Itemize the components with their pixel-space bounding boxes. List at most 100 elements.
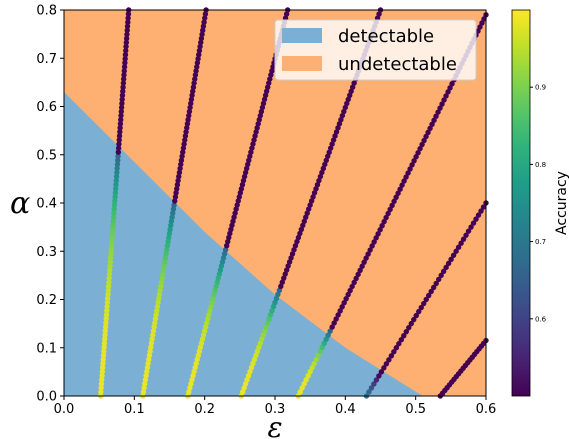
- data-point: [351, 80, 357, 86]
- series-5: [295, 12, 489, 399]
- data-point: [453, 248, 459, 254]
- data-point: [381, 365, 387, 371]
- data-point: [322, 161, 328, 168]
- data-point: [199, 336, 206, 342]
- data-point: [343, 295, 349, 302]
- data-point: [363, 255, 369, 261]
- data-point: [311, 360, 317, 367]
- data-point: [196, 47, 203, 54]
- legend-swatch: [282, 56, 322, 71]
- data-point: [479, 20, 485, 26]
- data-point: [376, 11, 382, 17]
- data-point: [111, 210, 117, 216]
- data-point: [118, 108, 125, 115]
- data-point: [253, 352, 259, 359]
- data-point: [109, 238, 115, 245]
- data-point: [235, 198, 241, 204]
- data-point: [301, 218, 307, 224]
- data-point: [166, 230, 173, 237]
- data-point: [152, 320, 158, 326]
- data-point: [435, 276, 442, 283]
- y-tick-label: 0.0: [36, 390, 57, 405]
- data-point: [234, 202, 240, 208]
- data-point: [108, 251, 114, 257]
- data-point: [289, 251, 296, 257]
- series-2: [140, 7, 209, 399]
- data-point: [401, 332, 407, 339]
- data-point: [473, 216, 479, 222]
- data-point: [303, 214, 309, 220]
- data-point: [99, 368, 106, 375]
- data-point: [264, 84, 271, 90]
- data-point: [102, 324, 109, 330]
- data-point: [121, 72, 127, 78]
- data-point: [300, 222, 306, 229]
- data-point: [187, 385, 193, 391]
- data-point: [207, 307, 213, 314]
- data-point: [256, 117, 262, 123]
- data-point: [117, 121, 124, 127]
- data-point: [398, 337, 405, 343]
- data-point: [157, 287, 163, 294]
- data-point: [247, 368, 253, 375]
- data-point: [104, 303, 110, 310]
- data-point: [192, 364, 198, 371]
- data-point: [335, 125, 341, 131]
- data-point: [145, 360, 151, 367]
- data-point: [403, 174, 409, 180]
- data-point: [258, 108, 265, 115]
- data-point: [310, 194, 316, 200]
- data-point: [371, 381, 377, 387]
- legend-label: undetectable: [338, 54, 457, 75]
- data-point: [188, 96, 195, 103]
- data-point: [233, 206, 239, 212]
- data-point: [194, 356, 200, 363]
- data-point: [270, 64, 276, 70]
- data-point: [110, 226, 116, 233]
- data-point: [349, 84, 356, 90]
- data-point: [119, 100, 125, 107]
- data-point: [103, 320, 109, 326]
- data-point: [385, 210, 391, 217]
- data-point: [182, 137, 188, 143]
- data-point: [338, 117, 344, 123]
- data-point: [123, 47, 129, 54]
- data-point: [114, 161, 121, 168]
- data-point: [216, 271, 223, 277]
- data-point: [186, 112, 192, 119]
- data-point: [197, 43, 203, 50]
- data-point: [295, 234, 302, 241]
- data-point: [170, 206, 177, 212]
- data-point: [250, 141, 256, 147]
- data-point: [153, 312, 159, 318]
- data-point: [443, 93, 449, 99]
- data-point: [197, 344, 204, 350]
- data-point: [149, 336, 155, 342]
- data-point: [359, 263, 365, 269]
- data-point: [388, 353, 395, 359]
- data-point: [263, 88, 270, 94]
- data-point: [316, 177, 322, 184]
- data-point: [438, 272, 444, 279]
- data-point: [146, 352, 153, 359]
- data-point: [247, 153, 253, 159]
- data-point: [325, 153, 331, 159]
- data-point: [105, 291, 111, 298]
- data-point: [121, 64, 128, 70]
- data-point: [255, 121, 261, 127]
- x-tick-label: 0.4: [335, 402, 356, 417]
- data-point: [272, 299, 278, 306]
- data-point: [345, 291, 351, 298]
- data-point: [266, 316, 272, 322]
- data-point: [248, 149, 254, 155]
- x-tick-label: 0.0: [54, 402, 75, 417]
- data-point: [248, 364, 255, 371]
- data-point: [375, 231, 381, 237]
- data-point: [99, 372, 105, 379]
- data-point: [176, 173, 182, 180]
- data-point: [447, 85, 453, 91]
- data-point: [154, 303, 161, 310]
- colorbar-label: Accuracy: [554, 171, 569, 235]
- data-point: [162, 259, 168, 265]
- data-point: [120, 84, 126, 90]
